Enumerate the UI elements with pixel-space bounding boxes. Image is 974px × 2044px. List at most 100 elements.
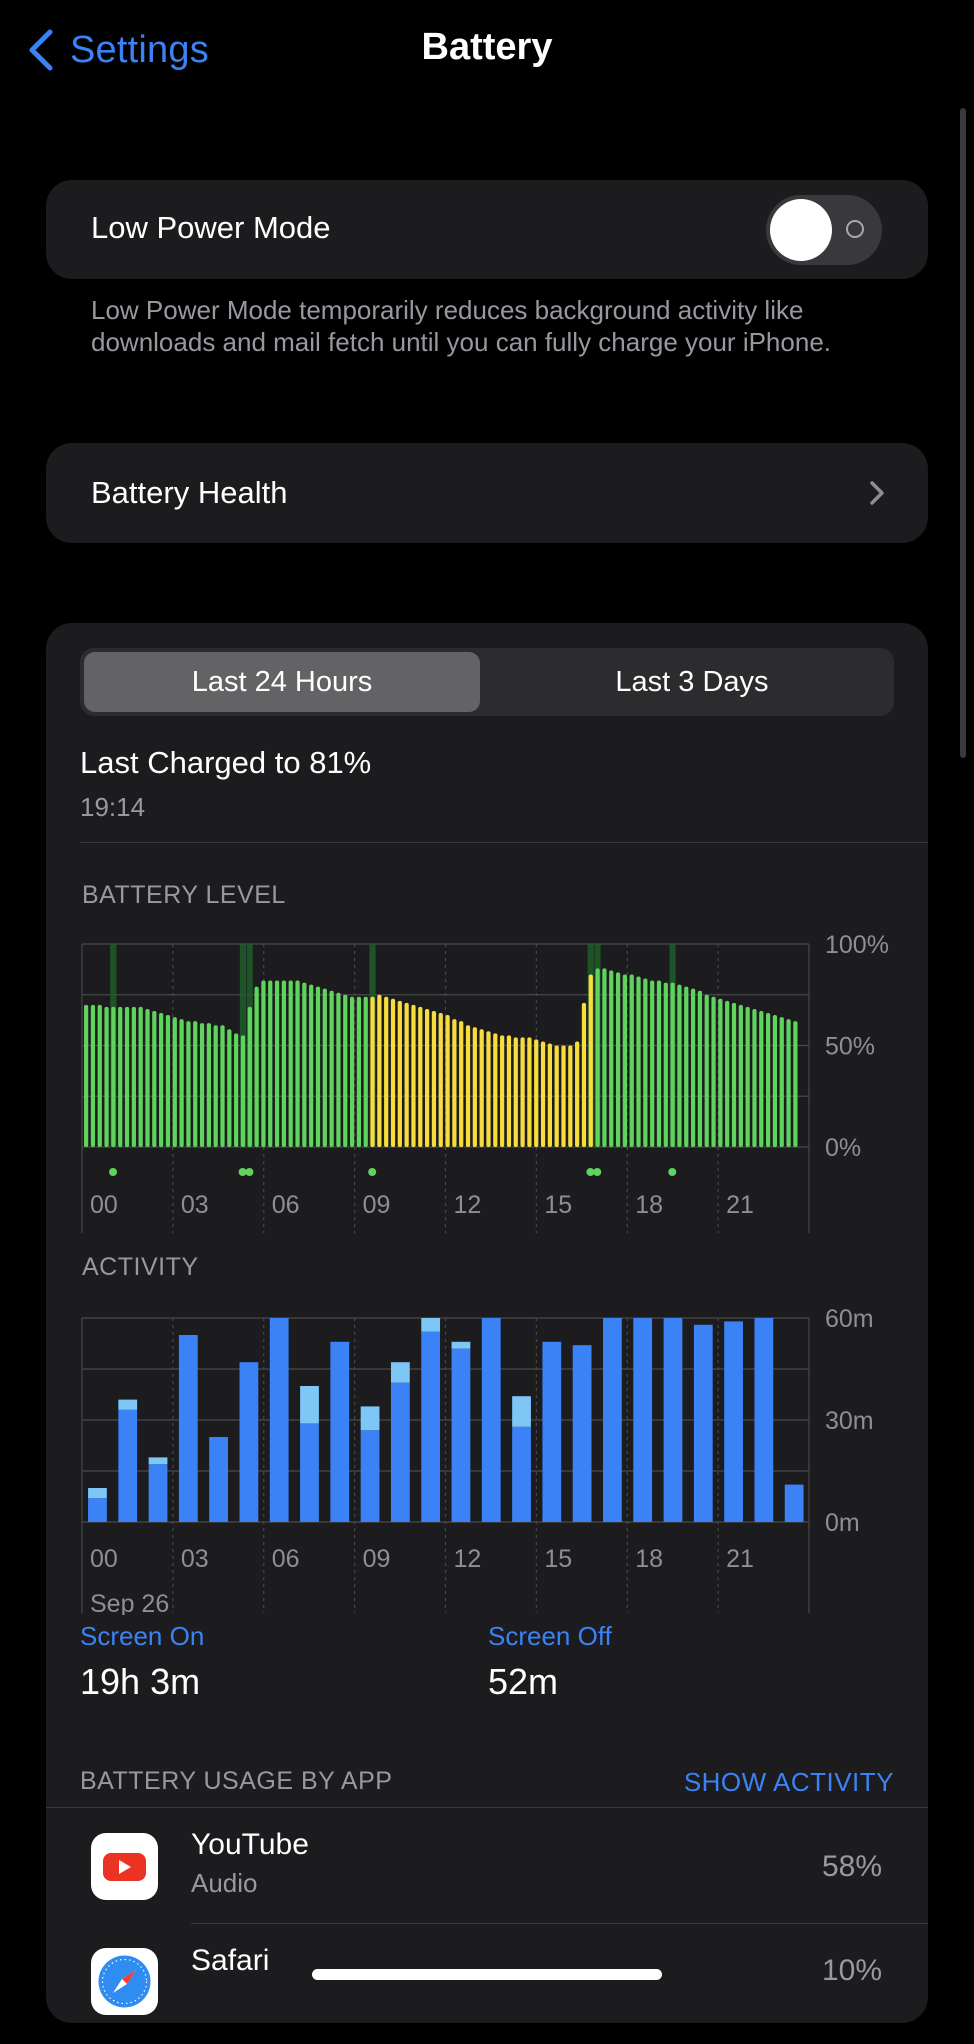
x-tick-label: 09 [363, 1191, 391, 1219]
divider [80, 842, 928, 843]
battery-level-bar [602, 968, 607, 1147]
battery-level-bar [377, 994, 382, 1147]
charging-marker [368, 1168, 377, 1176]
battery-level-bar [690, 988, 696, 1147]
battery-level-bar [159, 1013, 164, 1147]
battery-level-bar [731, 1002, 737, 1147]
x-tick-label: 12 [454, 1191, 482, 1219]
battery-level-bar [677, 984, 682, 1147]
battery-level-bar [199, 1023, 205, 1147]
chevron-left-icon [29, 29, 53, 71]
battery-health-label: Battery Health [91, 475, 288, 510]
app-subtitle: Audio [191, 1868, 258, 1898]
battery-level-bar [152, 1010, 157, 1147]
last-charged-title: Last Charged to 81% [80, 745, 372, 780]
battery-level-bar [418, 1006, 423, 1147]
activity-bar-screen-on [390, 1382, 410, 1522]
battery-level-bar [540, 1041, 546, 1147]
x-tick-label: 06 [272, 1191, 300, 1219]
activity-bar-screen-on [269, 1318, 289, 1522]
activity-bar-screen-on [663, 1318, 683, 1522]
activity-bar-screen-off [148, 1457, 168, 1465]
y-tick-label: 0% [825, 1134, 861, 1162]
activity-bar-screen-off [360, 1406, 380, 1431]
segment-last-3-days[interactable]: Last 3 Days [615, 666, 769, 698]
activity-bar-screen-on [148, 1464, 168, 1522]
activity-bar-screen-on [693, 1324, 713, 1522]
battery-health-row[interactable]: Battery Health [46, 443, 928, 543]
battery-level-bar [656, 980, 662, 1147]
battery-level-bar [568, 1045, 573, 1147]
x-tick-label: 03 [181, 1545, 209, 1573]
back-button[interactable]: Settings [26, 22, 209, 78]
battery-level-bar [534, 1039, 539, 1147]
battery-level-bar [459, 1021, 464, 1147]
charging-marker [245, 1168, 254, 1176]
battery-level-bar [452, 1019, 457, 1147]
activity-bar-screen-on [88, 1498, 107, 1522]
chevron-right-icon [870, 481, 884, 505]
app-row-safari[interactable]: Safari 10% [46, 1924, 928, 2044]
screen-on-label: Screen On [80, 1621, 205, 1651]
battery-level-bar [704, 994, 709, 1147]
battery-level-bar [527, 1037, 532, 1147]
battery-level-bar [472, 1027, 477, 1147]
battery-level-bar [247, 1006, 252, 1147]
x-tick-label: 21 [726, 1191, 754, 1219]
app-percentage: 58% [821, 1850, 882, 1883]
activity-chart: 60m 30m 0m 00 03 06 09 12 15 18 21 Sep 26 [81, 1305, 874, 1615]
battery-level-bar [670, 982, 675, 1147]
activity-bar-screen-on [239, 1362, 259, 1522]
app-name: Safari [191, 1944, 270, 1977]
battery-level-chart: 100% 50% 0% 00 03 06 09 12 15 18 21 [81, 931, 889, 1233]
activity-bar-screen-on [633, 1318, 653, 1522]
battery-level-bar [609, 970, 614, 1147]
battery-level-bar [227, 1029, 232, 1147]
battery-level-bar [725, 1000, 730, 1147]
battery-level-bar [131, 1006, 136, 1147]
battery-level-bar [404, 1002, 409, 1147]
charging-marker [238, 1168, 247, 1176]
back-label: Settings [70, 28, 209, 71]
low-power-mode-row: Low Power Mode [46, 180, 928, 279]
battery-level-bar [588, 974, 593, 1147]
battery-level-bar [506, 1035, 512, 1147]
battery-level-bar [104, 1006, 109, 1147]
scroll-indicator[interactable] [960, 108, 966, 758]
activity-bar-screen-on [300, 1423, 319, 1522]
x-tick-label: 09 [363, 1545, 391, 1573]
segment-last-24-hours[interactable]: Last 24 Hours [84, 652, 480, 712]
charging-marker [593, 1168, 602, 1176]
home-indicator[interactable] [312, 1969, 662, 1980]
y-tick-label: 0m [825, 1509, 860, 1537]
battery-level-bar [520, 1037, 525, 1147]
charging-marker [668, 1168, 677, 1176]
battery-level-bar [745, 1006, 750, 1147]
battery-level-bar [118, 1006, 123, 1147]
battery-level-bar [650, 980, 655, 1147]
safari-icon [91, 1948, 158, 2015]
low-power-mode-label: Low Power Mode [91, 210, 331, 245]
battery-level-bar [309, 984, 314, 1147]
battery-level-bar [274, 980, 280, 1147]
battery-level-bar [90, 1004, 96, 1147]
battery-level-bar [513, 1037, 518, 1147]
battery-level-bar [384, 996, 389, 1147]
screen-off-label: Screen Off [488, 1621, 612, 1651]
battery-level-bar [240, 1035, 246, 1147]
battery-level-bar [165, 1015, 171, 1147]
activity-bar-screen-on [360, 1430, 380, 1522]
screen-off-value: 52m [488, 1661, 559, 1702]
battery-level-bar [234, 1033, 239, 1147]
usage-by-app-header: BATTERY USAGE BY APP [80, 1767, 393, 1795]
activity-bar-screen-on [572, 1345, 592, 1522]
show-activity-button[interactable]: SHOW ACTIVITY [683, 1767, 894, 1797]
low-power-mode-toggle[interactable] [766, 195, 882, 265]
battery-level-bar [738, 1004, 743, 1147]
activity-bar-screen-on [754, 1318, 774, 1522]
battery-level-bar [622, 974, 628, 1147]
activity-bar-screen-on [542, 1341, 562, 1522]
app-row-youtube[interactable]: YouTube Audio 58% [46, 1808, 928, 1928]
battery-usage-card: Last 24 Hours Last 3 Days Last Charged t… [46, 623, 928, 2023]
activity-bar-screen-on [209, 1437, 229, 1522]
